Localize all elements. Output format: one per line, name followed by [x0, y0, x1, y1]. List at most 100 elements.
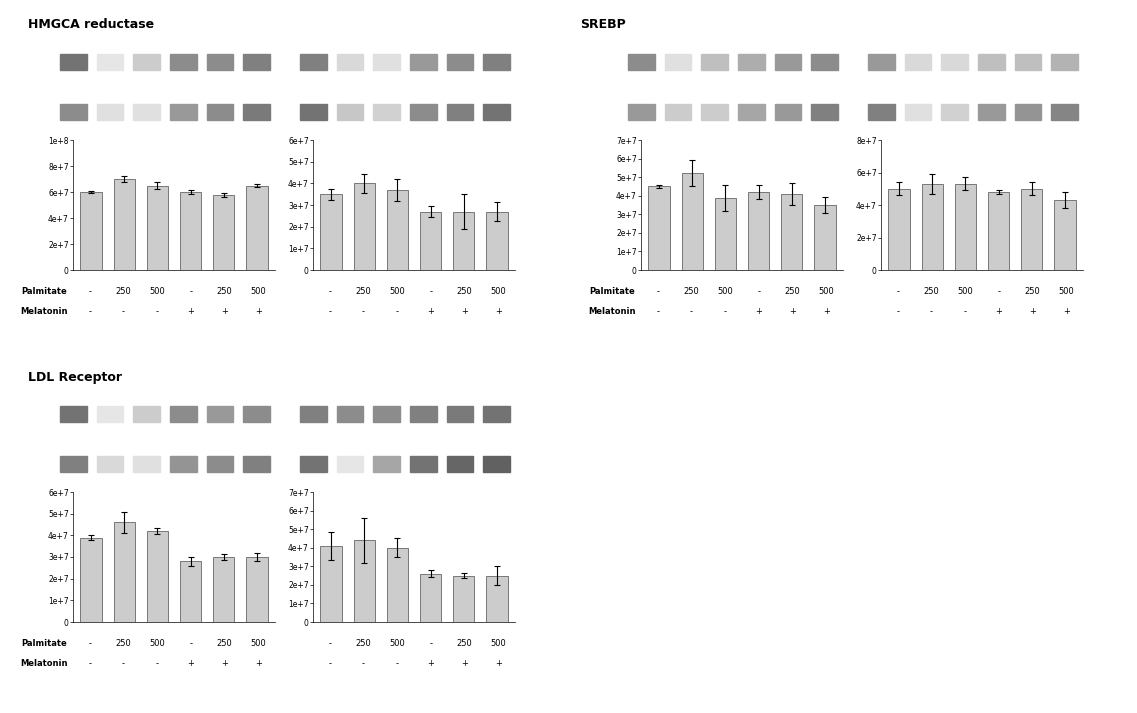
Bar: [60, 103, 86, 120]
Bar: [774, 103, 802, 120]
Bar: [410, 53, 437, 71]
Text: +: +: [428, 659, 434, 668]
Bar: [114, 523, 135, 622]
Text: 500: 500: [389, 287, 405, 296]
Bar: [814, 205, 836, 270]
Bar: [447, 406, 473, 422]
Text: LDL Receptor: LDL Receptor: [28, 371, 123, 384]
Bar: [243, 406, 269, 422]
Bar: [485, 575, 507, 622]
Bar: [665, 103, 691, 120]
Bar: [243, 456, 269, 472]
Text: -: -: [329, 307, 331, 316]
Bar: [337, 103, 363, 120]
Bar: [171, 103, 197, 120]
Bar: [738, 53, 764, 71]
Bar: [373, 456, 400, 472]
Bar: [300, 103, 326, 120]
Bar: [133, 53, 160, 71]
Bar: [180, 192, 201, 270]
Bar: [1021, 189, 1043, 270]
Text: 250: 250: [457, 639, 472, 648]
Bar: [738, 103, 764, 120]
Bar: [812, 53, 838, 71]
Text: -: -: [89, 307, 91, 316]
Bar: [941, 103, 968, 120]
Bar: [60, 456, 86, 472]
Text: +: +: [462, 307, 468, 316]
Bar: [373, 53, 400, 71]
Bar: [955, 184, 977, 270]
Text: +: +: [789, 307, 796, 316]
Bar: [207, 103, 233, 120]
Bar: [1054, 200, 1076, 270]
Text: +: +: [755, 307, 762, 316]
Text: +: +: [428, 307, 434, 316]
Bar: [628, 103, 655, 120]
Text: -: -: [329, 287, 331, 296]
Bar: [97, 456, 123, 472]
Bar: [988, 192, 1010, 270]
Text: 250: 250: [217, 639, 232, 648]
Bar: [483, 53, 509, 71]
Bar: [702, 103, 728, 120]
Bar: [410, 406, 437, 422]
Bar: [869, 53, 895, 71]
Bar: [97, 406, 123, 422]
Bar: [97, 53, 123, 71]
Text: -: -: [89, 287, 91, 296]
Bar: [354, 183, 375, 270]
Text: +: +: [823, 307, 830, 316]
Text: -: -: [430, 287, 432, 296]
Bar: [300, 406, 326, 422]
Bar: [681, 173, 703, 270]
Text: -: -: [156, 307, 159, 316]
Text: +: +: [1029, 307, 1036, 316]
Text: 500: 500: [250, 639, 266, 648]
Text: Melatonin: Melatonin: [588, 307, 636, 316]
Bar: [453, 212, 474, 270]
Bar: [781, 194, 803, 270]
Bar: [180, 561, 201, 622]
Text: -: -: [362, 307, 365, 316]
Bar: [147, 185, 168, 270]
Bar: [60, 406, 86, 422]
Text: 250: 250: [356, 287, 372, 296]
Text: -: -: [656, 307, 659, 316]
Text: 500: 500: [490, 287, 506, 296]
Text: Palmitate: Palmitate: [22, 287, 67, 296]
Text: -: -: [896, 307, 899, 316]
Bar: [207, 406, 233, 422]
Bar: [410, 103, 437, 120]
Bar: [171, 406, 197, 422]
Text: 500: 500: [389, 639, 405, 648]
Bar: [1015, 53, 1041, 71]
Bar: [941, 53, 968, 71]
Text: 250: 250: [1024, 287, 1040, 296]
Text: +: +: [188, 307, 194, 316]
Text: 500: 500: [490, 639, 506, 648]
Bar: [133, 406, 160, 422]
Text: Palmitate: Palmitate: [22, 639, 67, 648]
Bar: [905, 103, 931, 120]
Bar: [300, 456, 326, 472]
Text: 250: 250: [457, 287, 472, 296]
Text: 250: 250: [116, 287, 132, 296]
Bar: [387, 548, 408, 622]
Text: -: -: [89, 639, 91, 648]
Text: +: +: [255, 307, 262, 316]
Text: -: -: [190, 639, 192, 648]
Bar: [133, 456, 160, 472]
Text: 500: 500: [957, 287, 973, 296]
Bar: [246, 557, 267, 622]
Text: -: -: [723, 307, 727, 316]
Text: 250: 250: [217, 287, 232, 296]
Bar: [812, 103, 838, 120]
Bar: [420, 212, 441, 270]
Bar: [321, 194, 342, 270]
Bar: [81, 192, 102, 270]
Bar: [1052, 53, 1078, 71]
Text: +: +: [221, 307, 227, 316]
Text: -: -: [396, 307, 399, 316]
Text: -: -: [896, 287, 899, 296]
